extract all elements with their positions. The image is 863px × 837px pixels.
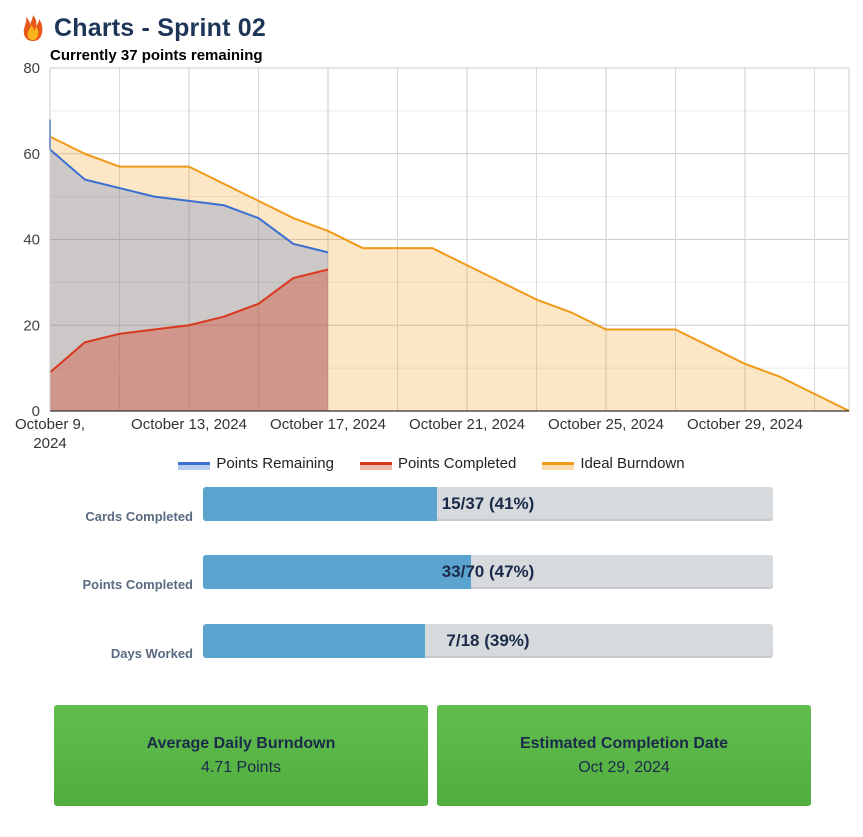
x-tick-label: October 17, 2024 (270, 416, 386, 433)
chart-subtitle: Currently 37 points remaining (50, 47, 263, 64)
series-line-points-remaining (49, 119, 329, 254)
x-tick-label: October 25, 2024 (548, 416, 664, 433)
stat-days-worked: Days Worked 7/18 (39%) (0, 624, 863, 661)
card-title: Average Daily Burndown (146, 735, 336, 752)
progress-fill (203, 555, 471, 589)
progress-text: 7/18 (39%) (446, 631, 530, 650)
legend-swatch-line (542, 461, 575, 465)
legend-swatch (359, 459, 392, 470)
estimated-completion-card: Estimated Completion Date Oct 29, 2024 (437, 705, 811, 806)
legend-label: Points Remaining (216, 455, 334, 472)
chart-legend: Points Remaining Points Completed Ideal … (0, 455, 863, 472)
legend-swatch (178, 459, 211, 470)
card-value: Oct 29, 2024 (578, 759, 670, 776)
stat-cards-completed: Cards Completed 15/37 (41%) (0, 487, 863, 524)
legend-label: Points Completed (397, 455, 517, 472)
x-tick-label: October 29, 2024 (687, 416, 803, 433)
series-area-ideal-burndown (50, 136, 850, 411)
card-title: Estimated Completion Date (519, 735, 729, 752)
progress-text: 33/70 (47%) (441, 562, 535, 581)
series-area-points-remaining (50, 119, 328, 411)
stat-label: Cards Completed (85, 509, 193, 524)
stat-label: Days Worked (110, 646, 193, 661)
page-header: Charts - Sprint 02 (22, 12, 266, 44)
x-tick-label: October 21, 2024 (409, 416, 525, 433)
stat-points-completed: Points Completed 33/70 (47%) (0, 555, 863, 592)
x-tick-label: October 13, 2024 (131, 416, 247, 433)
average-daily-burndown-card: Average Daily Burndown 4.71 Points (54, 705, 428, 806)
progress-bar: 7/18 (39%) (203, 624, 773, 658)
y-tick-label: 20 (23, 317, 40, 334)
y-tick-label: 60 (23, 146, 40, 163)
legend-swatch-line (359, 461, 392, 465)
legend-swatch-fill (178, 464, 211, 470)
card-value: 4.71 Points (200, 759, 282, 776)
legend-swatch-fill (359, 464, 392, 470)
progress-bar: 15/37 (41%) (203, 487, 773, 521)
x-tick-label: 2024 (33, 435, 66, 452)
legend-swatch-fill (542, 464, 575, 470)
x-tick-label: October 9, (15, 416, 85, 433)
progress-fill (203, 624, 426, 658)
series-line-points-completed (49, 268, 329, 374)
legend-item-points-completed[interactable]: Points Completed (359, 455, 517, 472)
y-tick-label: 0 (32, 403, 40, 420)
progress-text: 15/37 (41%) (441, 494, 535, 513)
legend-label: Ideal Burndown (580, 455, 685, 472)
page-title: Charts - Sprint 02 (54, 13, 266, 42)
stat-label: Points Completed (82, 577, 193, 592)
legend-swatch (542, 459, 575, 470)
progress-bar: 33/70 (47%) (203, 555, 773, 589)
y-tick-label: 40 (23, 232, 40, 249)
series-area-points-completed (50, 269, 328, 411)
burndown-chart: 0 20 40 60 80 October 9, 2024 October 13, 2024 O… (15, 60, 850, 452)
progress-fill (203, 487, 437, 521)
series-line-ideal-burndown (49, 135, 850, 412)
legend-item-ideal-burndown[interactable]: Ideal Burndown (542, 455, 685, 472)
legend-swatch-line (178, 461, 211, 465)
legend-item-points-remaining[interactable]: Points Remaining (178, 455, 334, 472)
y-tick-label: 80 (23, 60, 40, 77)
flame-icon (23, 15, 43, 41)
